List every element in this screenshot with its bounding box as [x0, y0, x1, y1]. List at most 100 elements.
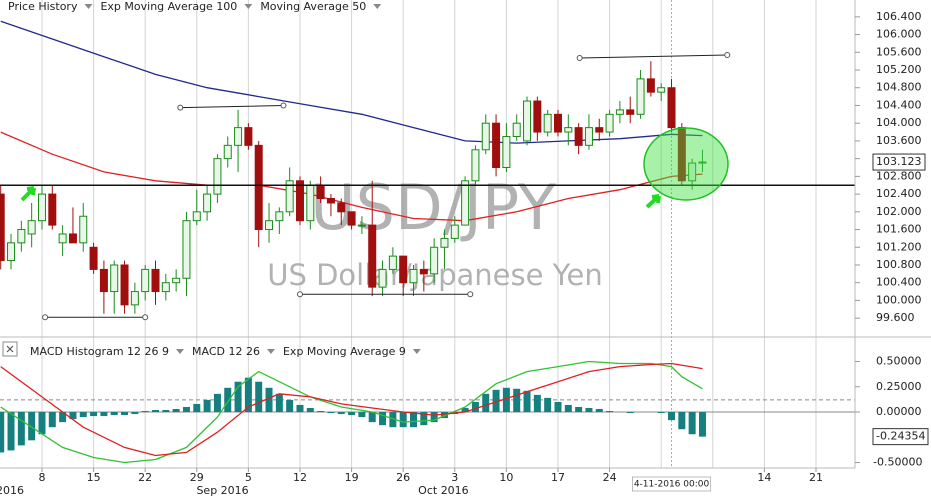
- candle-body: [698, 161, 707, 164]
- candle-body: [368, 224, 377, 288]
- candle-body: [471, 149, 480, 182]
- grid: [0, 0, 855, 468]
- histogram-bar: [554, 401, 562, 413]
- legend-label: MACD 12 26: [192, 345, 260, 358]
- y-tick-label: 102.000: [876, 205, 922, 218]
- histogram-bar: [275, 393, 283, 413]
- candle-body: [254, 144, 263, 231]
- trend-handle: [576, 55, 583, 62]
- candle-body: [450, 224, 459, 239]
- y-tick-label: 101.200: [876, 240, 922, 253]
- candle-body: [357, 224, 366, 227]
- candle-body: [182, 220, 191, 279]
- candle-body: [399, 255, 408, 284]
- histogram-bar: [595, 409, 603, 413]
- candle-body: [657, 87, 666, 93]
- histogram-bar: [38, 412, 46, 435]
- candle-body: [79, 215, 88, 244]
- histogram-bar: [337, 412, 345, 415]
- histogram-bar: [306, 407, 314, 413]
- candle-body: [523, 100, 532, 142]
- legend-dropdown: [84, 4, 93, 9]
- y-tick-label: 104.800: [876, 81, 922, 94]
- histogram-bar: [482, 393, 490, 413]
- candle-body: [636, 78, 645, 115]
- line-series: [0, 131, 703, 222]
- candle-body: [130, 291, 139, 306]
- candle-body: [203, 193, 212, 213]
- candle-body: [99, 268, 108, 293]
- histogram-bar: [296, 404, 304, 413]
- histogram-bar: [575, 406, 583, 413]
- month-label: Sep 2016: [196, 484, 248, 497]
- y-tick-label: 0.25000: [876, 380, 922, 393]
- y-tick-label: 102.400: [876, 187, 922, 200]
- candle-body: [192, 211, 201, 222]
- cursor-label: 4-11-2016 00:00: [634, 480, 710, 490]
- histogram-bar: [668, 412, 676, 421]
- histogram-bar: [69, 412, 77, 420]
- candle-body: [388, 255, 397, 270]
- trend-handle: [724, 51, 731, 58]
- y-tick-label: 106.000: [876, 28, 922, 41]
- candle-body: [27, 220, 36, 235]
- x-tick-label: 29: [190, 471, 204, 484]
- histogram-bar: [317, 411, 325, 413]
- histogram-bar: [368, 412, 376, 423]
- histogram-bar: [327, 412, 335, 414]
- y-tick-label: 104.000: [876, 116, 922, 129]
- candle-body: [533, 100, 542, 133]
- candle-body: [564, 127, 573, 133]
- arrow: [645, 194, 661, 209]
- trend-handle: [296, 291, 303, 298]
- histogram-bar: [48, 412, 56, 428]
- histogram-bar: [492, 389, 500, 413]
- histogram-bar: [420, 412, 428, 426]
- histogram-bar: [564, 404, 572, 413]
- histogram-bar: [471, 401, 479, 413]
- candle-body: [213, 158, 222, 195]
- histogram-bar: [141, 411, 149, 413]
- candle-body: [223, 144, 232, 160]
- y-tick-label: 100.400: [876, 276, 922, 289]
- histogram-bar: [348, 412, 356, 416]
- histogram-bar: [59, 412, 67, 423]
- legend-dropdown: [373, 4, 382, 9]
- line-series: [0, 362, 703, 457]
- candle-body: [275, 211, 284, 222]
- histogram-bar: [698, 412, 706, 437]
- x-tick-label: 22: [138, 471, 152, 484]
- histogram-bar: [17, 412, 25, 446]
- y-tick-label: -0.50000: [873, 456, 922, 469]
- histogram-bar: [585, 407, 593, 413]
- y-tick-label: 99.600: [876, 311, 915, 324]
- candle-body: [440, 237, 449, 248]
- x-tick-label: 10: [499, 471, 513, 484]
- histogram-bar: [121, 412, 129, 416]
- candle-body: [595, 127, 604, 133]
- histogram-bar: [182, 406, 190, 413]
- watermark-symbol: USD/JPY: [310, 171, 556, 244]
- candle-body: [502, 135, 511, 168]
- y-tick-label: 104.400: [876, 98, 922, 111]
- histogram-bar: [265, 387, 273, 413]
- histogram-bar: [152, 410, 160, 413]
- x-tick-label: 19: [345, 471, 359, 484]
- histogram-bar: [513, 388, 521, 413]
- candle-body: [265, 220, 274, 231]
- histogram-bar: [502, 387, 510, 413]
- histogram-bar: [286, 399, 294, 413]
- month-label: 2016: [0, 484, 24, 497]
- arrow: [20, 186, 36, 202]
- candle-body: [120, 264, 129, 306]
- x-tick-label: 21: [809, 471, 823, 484]
- plot: [0, 20, 855, 464]
- histogram-bar: [389, 412, 397, 428]
- candle-body: [89, 246, 98, 270]
- last-value-box: [872, 153, 926, 171]
- x-tick-label: 14: [757, 471, 771, 484]
- trend-handle: [42, 314, 49, 321]
- histogram-bar: [162, 410, 170, 413]
